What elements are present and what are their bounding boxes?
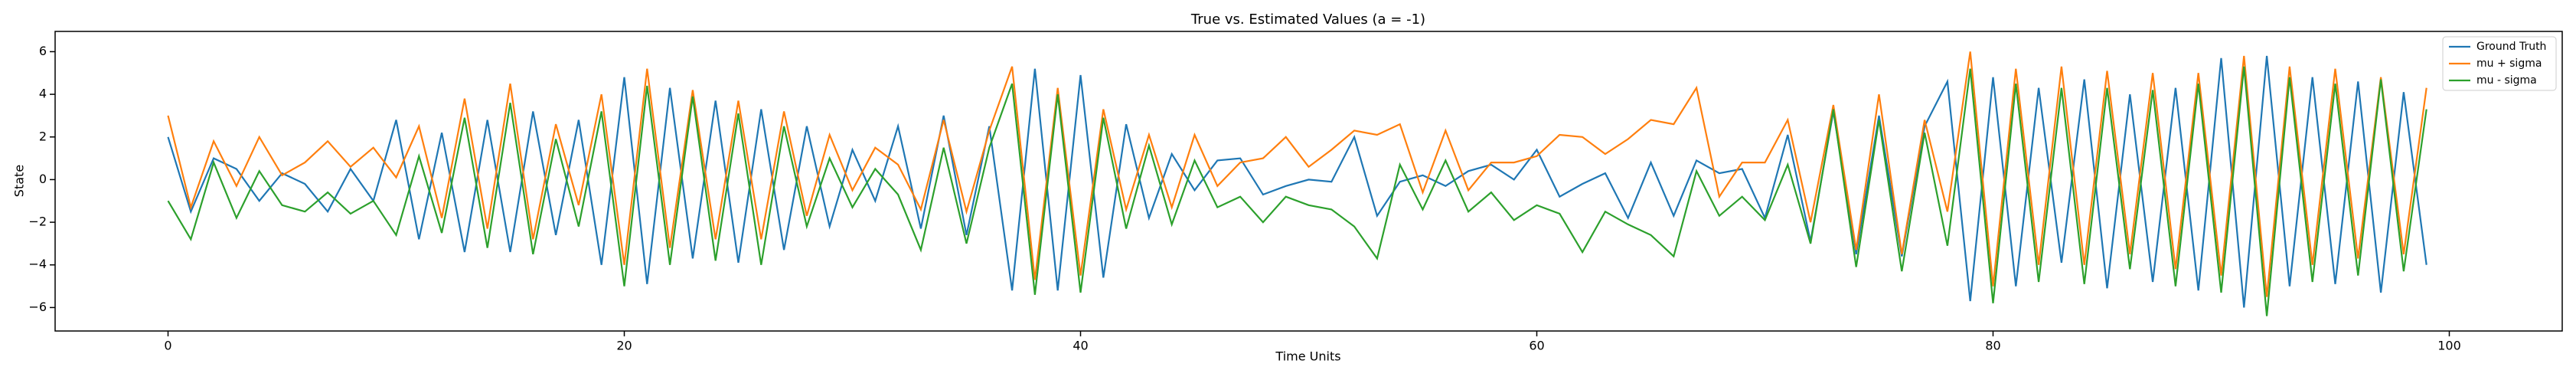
legend-box <box>2442 36 2557 91</box>
y-axis-label: State <box>12 165 27 197</box>
y-tick-label: 4 <box>39 87 47 101</box>
legend-label: mu + sigma <box>2476 57 2542 70</box>
legend-label: mu - sigma <box>2476 74 2537 87</box>
series-line <box>167 66 2427 316</box>
x-tick-label: 0 <box>164 339 171 353</box>
y-tick-label: 6 <box>39 44 47 58</box>
y-tick-label: 0 <box>39 172 47 186</box>
x-tick-label: 100 <box>2437 339 2461 353</box>
chart-title: True vs. Estimated Values (a = -1) <box>1190 11 1425 28</box>
x-tick-label: 40 <box>1073 339 1088 353</box>
x-tick-label: 80 <box>1985 339 2000 353</box>
x-axis-label: Time Units <box>1275 349 1340 364</box>
y-tick-label: −4 <box>28 257 47 271</box>
series-line <box>167 55 2427 308</box>
x-tick-label: 20 <box>616 339 632 353</box>
y-tick-label: −6 <box>28 300 47 314</box>
y-tick-label: 2 <box>39 129 47 143</box>
x-tick-label: 60 <box>1529 339 1544 353</box>
legend-label: Ground Truth <box>2476 41 2546 53</box>
plot-frame <box>54 31 2563 332</box>
y-tick-label: −2 <box>28 215 47 229</box>
series-line <box>167 51 2427 297</box>
